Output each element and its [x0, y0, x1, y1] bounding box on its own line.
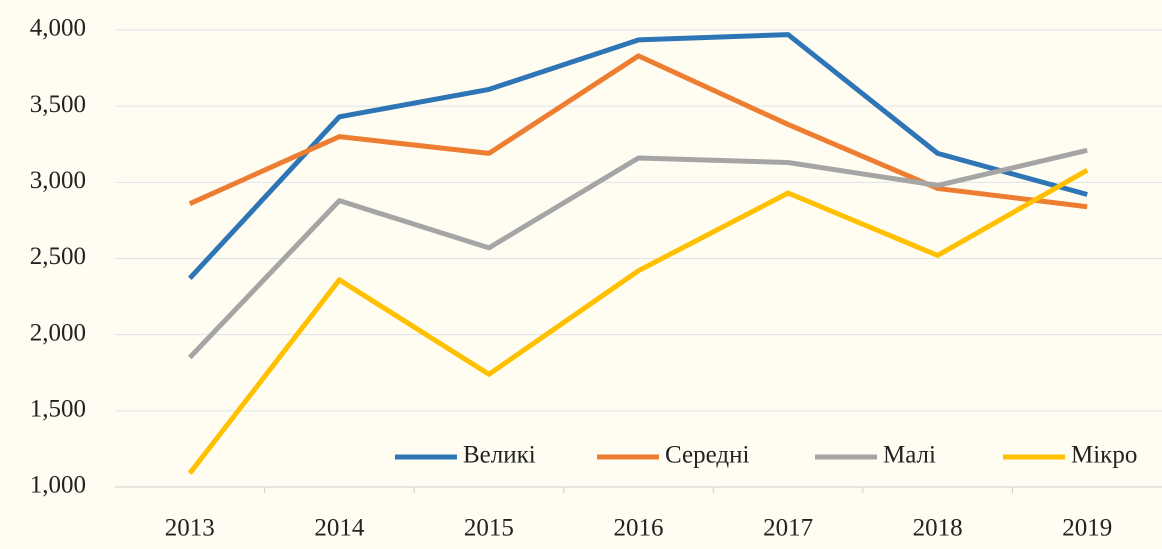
y-tick-label: 3,500 — [30, 91, 86, 118]
series-line — [187, 167, 1089, 475]
y-tick-label: 4,000 — [30, 15, 86, 42]
legend-label: Малі — [883, 442, 936, 469]
x-tick-label: 2019 — [1062, 515, 1112, 542]
legend-label: Середні — [665, 442, 749, 469]
x-tick-label: 2014 — [314, 515, 365, 542]
x-tick-label: 2018 — [913, 515, 963, 542]
x-tick-label: 2017 — [763, 515, 813, 542]
series-line — [187, 32, 1088, 281]
x-tick-label: 2016 — [614, 515, 664, 542]
y-tick-label: 1,000 — [30, 472, 86, 499]
x-tick-label: 2013 — [165, 515, 215, 542]
y-tick-label: 3,000 — [30, 167, 86, 194]
y-tick-label: 2,000 — [30, 319, 86, 346]
legend-label: Мікро — [1071, 442, 1137, 469]
y-tick-label: 1,500 — [30, 396, 86, 423]
legend-label: Великі — [463, 442, 536, 469]
series-line — [187, 147, 1088, 360]
y-tick-label: 2,500 — [30, 243, 86, 270]
x-tick-label: 2015 — [464, 515, 514, 542]
series-line — [188, 53, 1088, 210]
